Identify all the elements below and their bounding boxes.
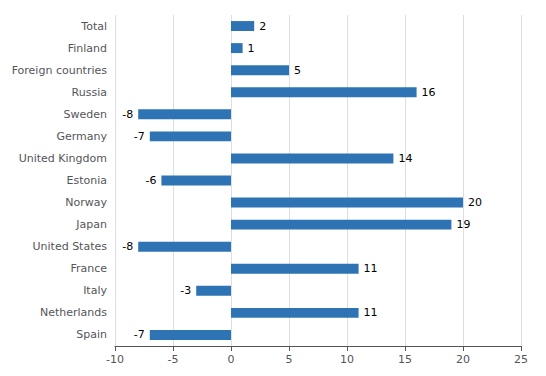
svg-text:20: 20 [456, 353, 470, 366]
svg-text:Italy: Italy [83, 284, 107, 297]
svg-text:5: 5 [294, 64, 301, 77]
svg-text:-7: -7 [134, 130, 145, 143]
svg-text:Norway: Norway [65, 196, 107, 209]
svg-text:-8: -8 [122, 108, 133, 121]
svg-text:19: 19 [456, 218, 470, 231]
svg-text:Russia: Russia [72, 86, 107, 99]
svg-text:Finland: Finland [68, 42, 107, 55]
svg-text:France: France [70, 262, 107, 275]
svg-text:2: 2 [259, 20, 266, 33]
svg-text:11: 11 [364, 306, 378, 319]
svg-text:-7: -7 [134, 328, 145, 341]
svg-text:-5: -5 [168, 353, 179, 366]
svg-text:-8: -8 [122, 240, 133, 253]
svg-text:Spain: Spain [76, 328, 107, 341]
svg-text:15: 15 [398, 353, 412, 366]
svg-text:-10: -10 [106, 353, 124, 366]
svg-text:25: 25 [514, 353, 528, 366]
svg-text:Total: Total [80, 20, 107, 33]
svg-text:-6: -6 [145, 174, 156, 187]
svg-text:United Kingdom: United Kingdom [19, 152, 107, 165]
svg-text:5: 5 [286, 353, 293, 366]
svg-text:10: 10 [340, 353, 354, 366]
svg-text:14: 14 [398, 152, 412, 165]
svg-text:16: 16 [422, 86, 436, 99]
svg-text:United States: United States [33, 240, 108, 253]
svg-text:Sweden: Sweden [64, 108, 107, 121]
svg-text:Germany: Germany [56, 130, 107, 143]
svg-text:Foreign countries: Foreign countries [12, 64, 108, 77]
svg-text:Japan: Japan [75, 218, 107, 231]
svg-text:1: 1 [248, 42, 255, 55]
svg-text:Estonia: Estonia [67, 174, 108, 187]
svg-text:Netherlands: Netherlands [40, 306, 107, 319]
svg-text:0: 0 [228, 353, 235, 366]
svg-text:11: 11 [364, 262, 378, 275]
svg-text:-3: -3 [180, 284, 191, 297]
svg-text:20: 20 [468, 196, 482, 209]
